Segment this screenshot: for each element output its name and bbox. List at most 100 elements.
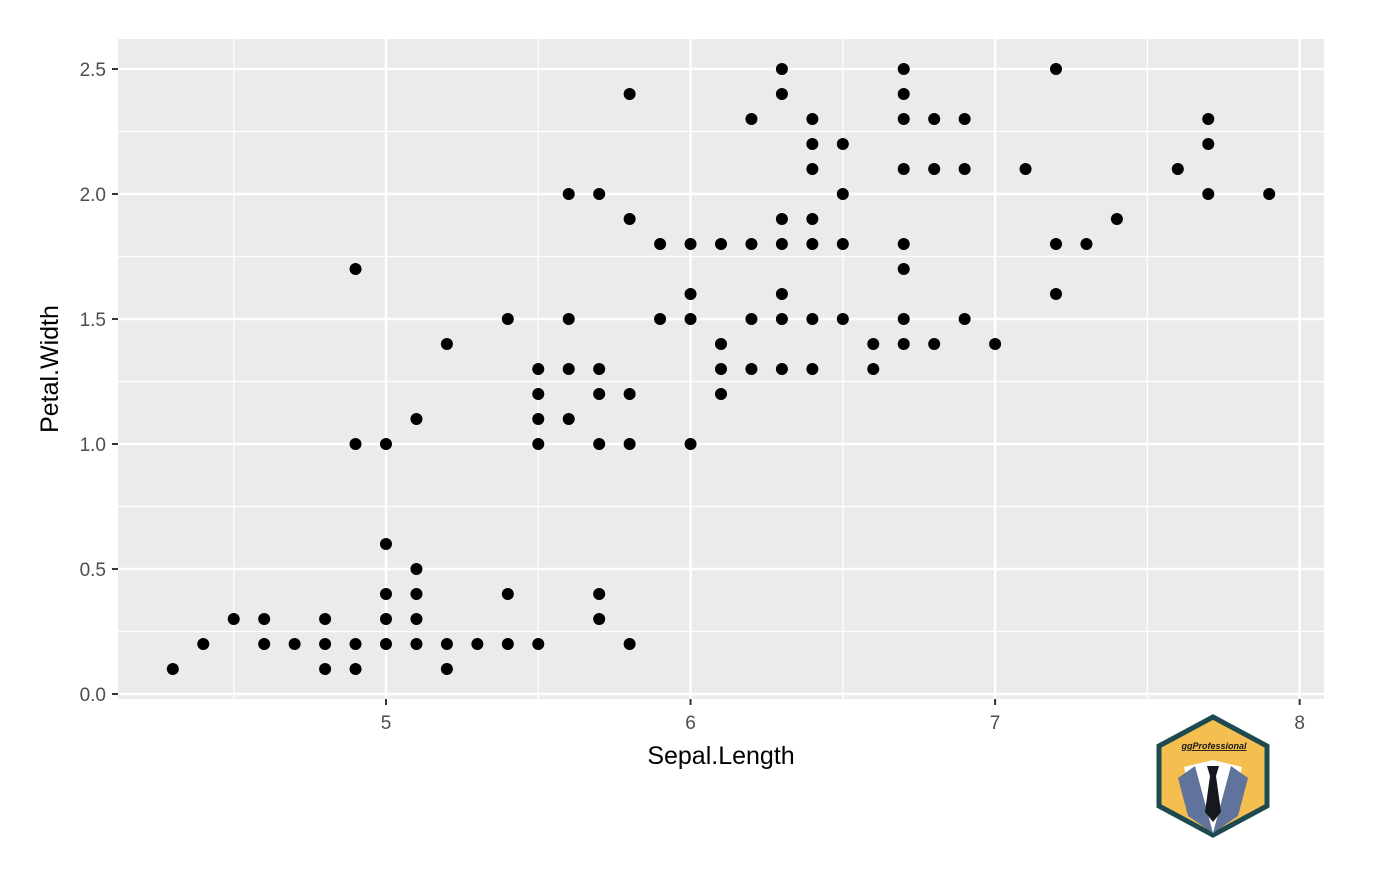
data-point xyxy=(532,413,545,425)
data-point xyxy=(593,613,606,625)
data-point xyxy=(806,113,819,125)
y-tick-label: 0.5 xyxy=(80,560,106,581)
data-point xyxy=(775,288,788,300)
data-point xyxy=(684,238,697,250)
data-point xyxy=(623,638,636,650)
logo-suit-left-lapel xyxy=(1178,766,1213,833)
data-point xyxy=(775,363,788,375)
data-point xyxy=(1080,238,1093,250)
y-tick-label: 2.0 xyxy=(80,185,106,206)
y-tick-label: 0.0 xyxy=(80,685,106,706)
data-point xyxy=(288,638,301,650)
data-point xyxy=(836,238,849,250)
data-point xyxy=(715,388,727,400)
data-point xyxy=(989,338,1002,350)
data-point xyxy=(775,313,788,325)
y-tick-label: 1.0 xyxy=(80,435,106,456)
data-point xyxy=(410,613,423,625)
data-point xyxy=(258,613,271,625)
data-point xyxy=(775,63,788,75)
x-tick-label: 7 xyxy=(990,713,1001,734)
data-point xyxy=(593,388,606,400)
data-point xyxy=(745,313,758,325)
data-point xyxy=(684,438,697,450)
data-point xyxy=(1110,213,1123,225)
data-point xyxy=(380,438,392,450)
data-point xyxy=(532,388,545,400)
data-point xyxy=(1050,63,1062,75)
data-point xyxy=(928,163,941,175)
data-point xyxy=(1263,188,1276,200)
data-point xyxy=(775,88,788,100)
data-point xyxy=(836,188,849,200)
data-point xyxy=(227,613,240,625)
data-point xyxy=(593,588,606,600)
data-point xyxy=(715,363,727,375)
data-point xyxy=(319,663,332,675)
x-tick-label: 8 xyxy=(1294,713,1305,734)
data-point xyxy=(715,238,727,250)
data-point xyxy=(410,413,423,425)
data-point xyxy=(1202,188,1215,200)
data-point xyxy=(928,113,941,125)
data-point xyxy=(897,113,910,125)
data-point xyxy=(349,638,362,650)
data-point xyxy=(349,263,362,275)
data-point xyxy=(928,338,941,350)
logo-suit-right-lapel xyxy=(1213,766,1248,833)
data-point xyxy=(806,313,819,325)
data-point xyxy=(1050,238,1062,250)
data-point xyxy=(532,363,545,375)
data-point xyxy=(1050,288,1062,300)
data-point xyxy=(806,363,819,375)
x-axis-title: Sepal.Length xyxy=(647,742,794,770)
data-point xyxy=(897,263,910,275)
data-point xyxy=(501,638,514,650)
data-point xyxy=(623,213,636,225)
data-point xyxy=(380,588,392,600)
data-point xyxy=(684,313,697,325)
data-point xyxy=(562,413,575,425)
x-tick-label: 6 xyxy=(685,713,696,734)
data-point xyxy=(958,313,971,325)
data-point xyxy=(501,313,514,325)
ggprofessional-logo: ggProfessional xyxy=(1156,714,1270,838)
data-point xyxy=(380,638,392,650)
data-point xyxy=(593,363,606,375)
y-axis-tick-labels: 0.0 0.5 1.0 1.5 2.0 2.5 xyxy=(80,60,106,706)
data-point xyxy=(806,213,819,225)
data-point xyxy=(775,213,788,225)
data-point xyxy=(897,63,910,75)
data-point xyxy=(806,238,819,250)
data-point xyxy=(745,238,758,250)
data-point xyxy=(562,188,575,200)
major-gridlines xyxy=(118,39,1324,699)
data-point xyxy=(806,163,819,175)
data-point xyxy=(319,638,332,650)
data-point xyxy=(1202,113,1215,125)
data-point xyxy=(593,188,606,200)
data-point xyxy=(1171,163,1184,175)
data-points xyxy=(166,63,1276,675)
data-point xyxy=(897,338,910,350)
data-point xyxy=(623,388,636,400)
data-point xyxy=(532,638,545,650)
data-point xyxy=(623,438,636,450)
data-point xyxy=(380,613,392,625)
data-point xyxy=(684,288,697,300)
data-point xyxy=(654,238,667,250)
data-point xyxy=(897,313,910,325)
data-point xyxy=(836,138,849,150)
data-point xyxy=(1202,138,1215,150)
data-point xyxy=(1019,163,1032,175)
data-point xyxy=(654,313,667,325)
data-point xyxy=(258,638,271,650)
logo-tie xyxy=(1205,766,1221,822)
data-point xyxy=(745,113,758,125)
data-point xyxy=(958,113,971,125)
data-point xyxy=(410,563,423,575)
data-point xyxy=(380,538,392,550)
logo-text: ggProfessional xyxy=(1180,741,1247,751)
data-point xyxy=(593,438,606,450)
